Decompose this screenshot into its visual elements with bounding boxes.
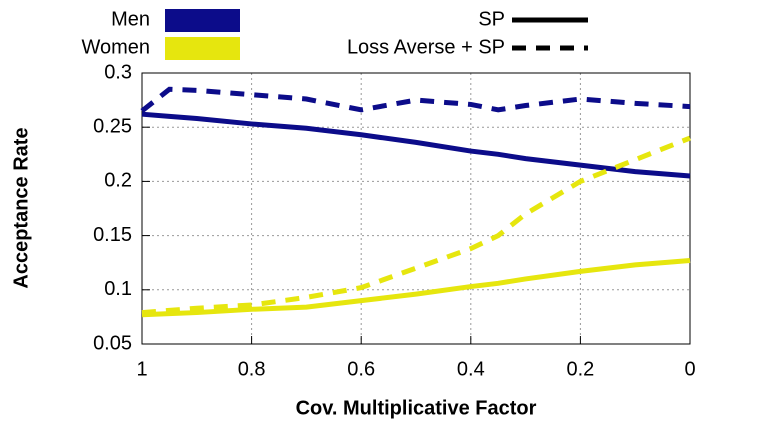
- y-tick-label: 0.15: [93, 224, 132, 246]
- series-line: [141, 258, 691, 318]
- y-tick-label: 0.3: [104, 61, 132, 83]
- legend-label: Women: [81, 36, 150, 58]
- x-tick-label: 0.8: [238, 358, 266, 380]
- series-line: [140, 86, 691, 113]
- y-tick-label: 0.05: [93, 332, 132, 354]
- legend-swatch: [165, 9, 240, 32]
- y-tick-label: 0.2: [104, 170, 132, 192]
- legend-label: Men: [111, 8, 150, 30]
- series-line: [141, 135, 691, 316]
- x-tick-label: 0.4: [457, 358, 485, 380]
- legend-swatch: [165, 37, 240, 60]
- x-axis-label: Cov. Multiplicative Factor: [296, 397, 537, 419]
- legend-label: SP: [478, 8, 505, 30]
- y-axis-label: Acceptance Rate: [10, 127, 32, 288]
- y-tick-label: 0.25: [93, 115, 132, 137]
- x-tick-label: 0: [684, 358, 695, 380]
- series-line: [141, 111, 691, 179]
- plot-frame: [141, 72, 691, 345]
- x-tick-label: 0.2: [566, 358, 594, 380]
- x-tick-label: 0.6: [347, 358, 375, 380]
- x-tick-label: 1: [136, 358, 147, 380]
- y-tick-label: 0.1: [104, 278, 132, 300]
- legend-label: Loss Averse + SP: [347, 36, 505, 58]
